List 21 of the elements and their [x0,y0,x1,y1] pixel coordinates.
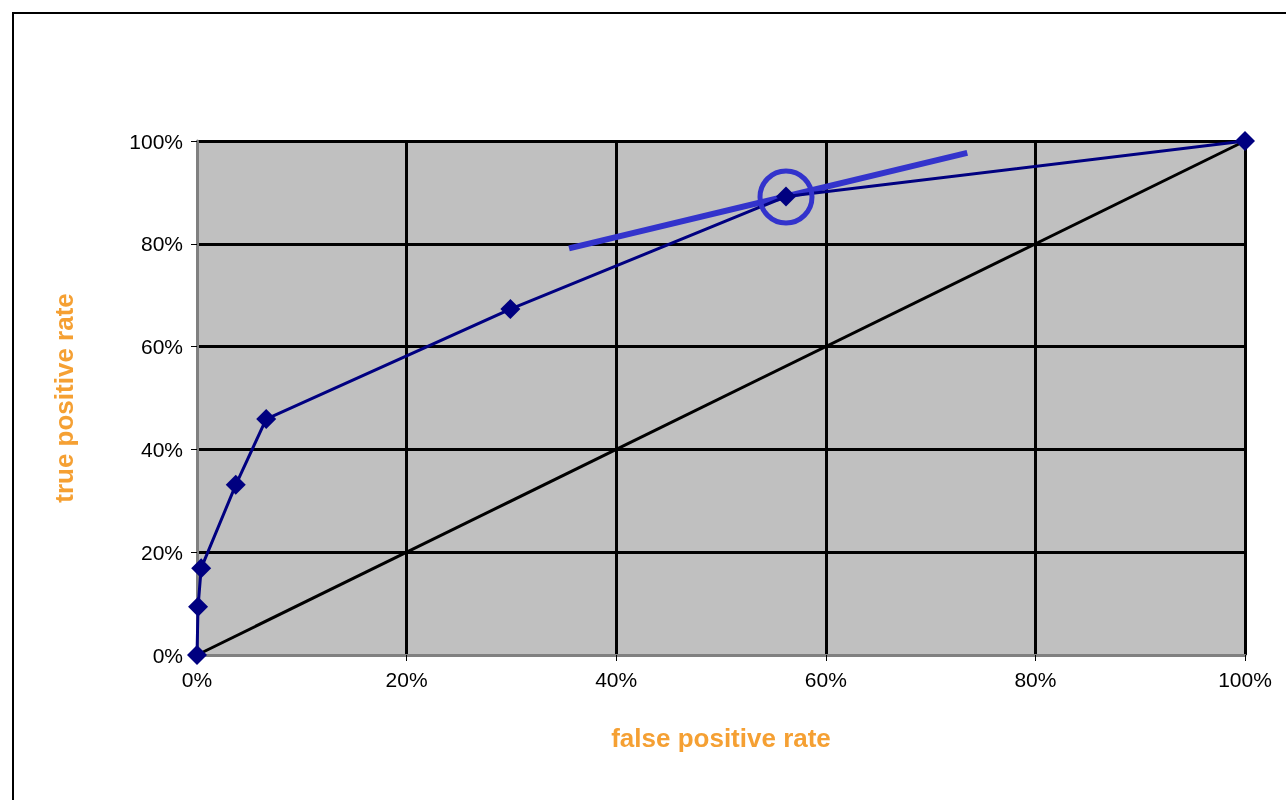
point [188,596,209,617]
y-tick-label: 40% [140,437,183,461]
y-tick-label: 80% [140,232,183,256]
x-tick-label: 40% [595,668,638,691]
point [187,645,207,665]
y-tick-label: 60% [140,335,183,359]
y-axis-title: true positive rate [49,293,79,503]
point [191,558,212,579]
point [1235,131,1255,151]
y-tick-label: 20% [140,540,183,564]
y-tick-label: 0% [152,643,183,667]
point [500,299,521,320]
x-tick-label: 0% [181,668,213,691]
x-tick-label: 20% [385,668,428,691]
x-tick-label: 100% [1218,668,1272,691]
x-tick-label: 80% [1014,668,1057,691]
y-tick-label: 100% [129,129,183,153]
point [256,409,277,430]
point [225,474,246,495]
x-tick-label: 60% [804,668,847,691]
x-axis-title: false positive rate [611,723,831,753]
